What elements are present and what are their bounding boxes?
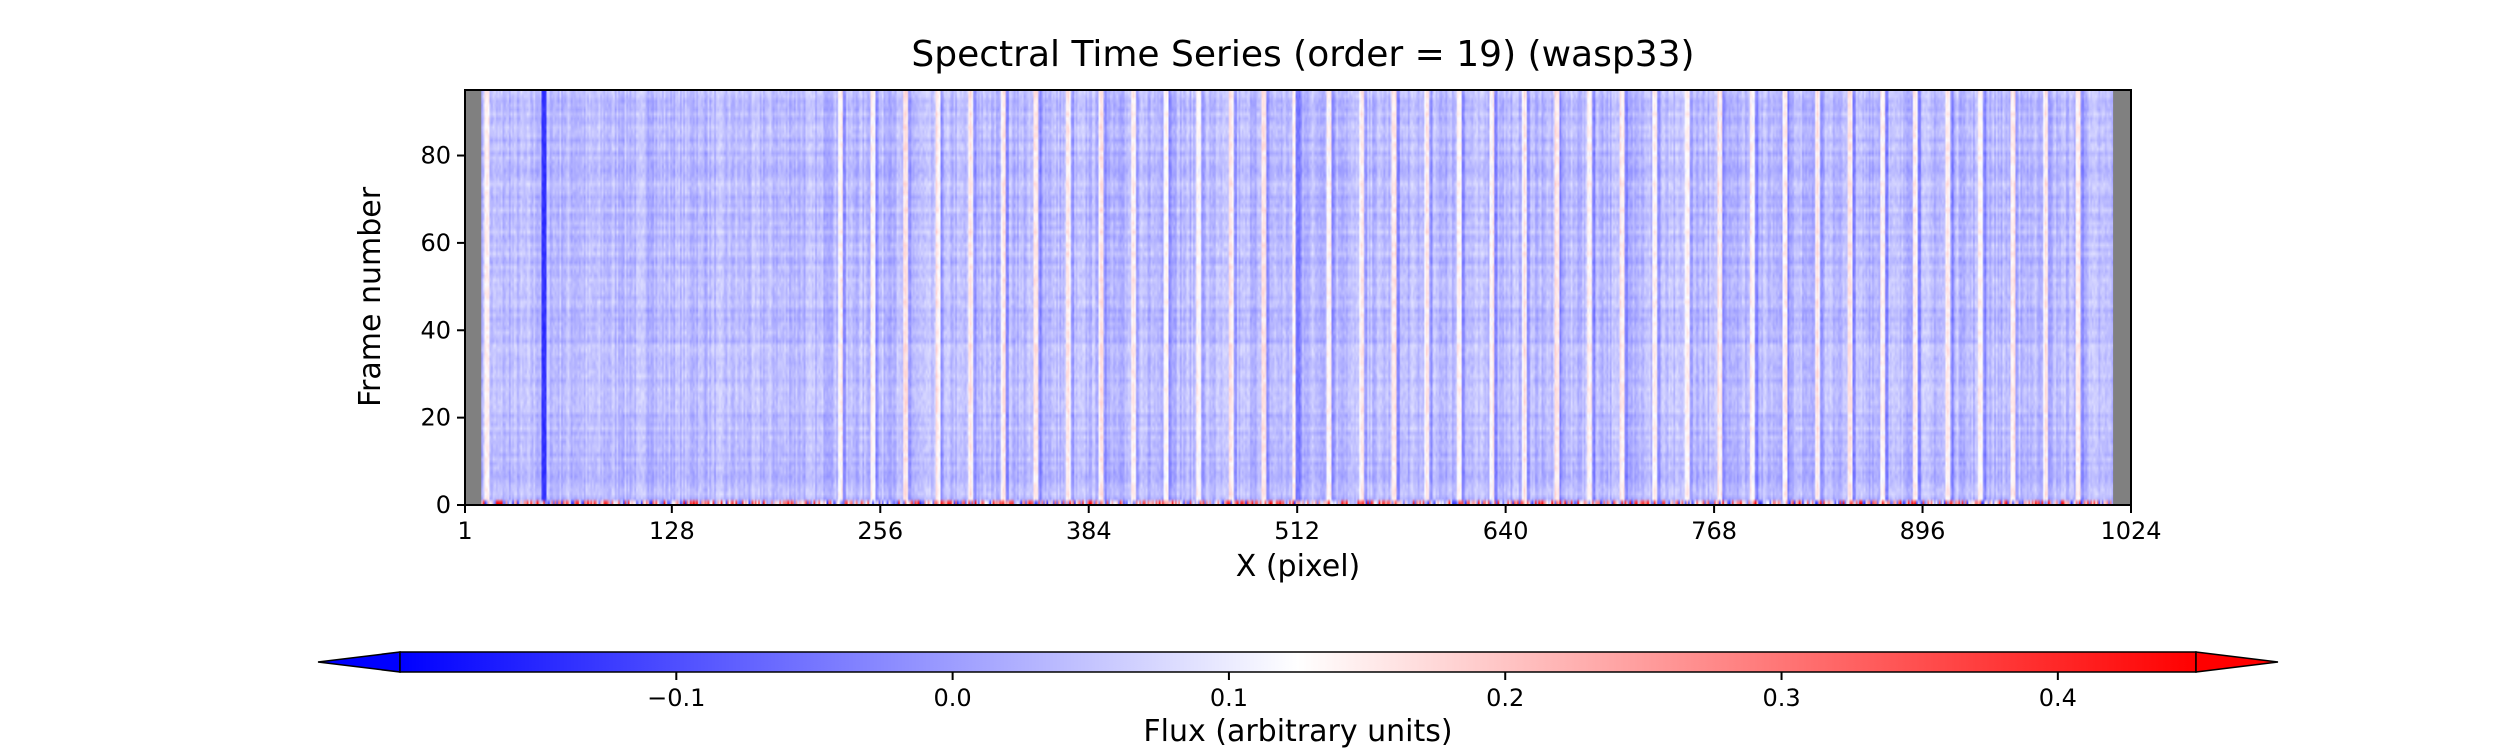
y-tick-label: 60 <box>420 229 451 257</box>
x-axis-label: X (pixel) <box>1236 549 1361 584</box>
colorbar-extend-max <box>2195 651 2279 673</box>
colorbar-tick-label: 0.0 <box>934 684 972 712</box>
x-tick-label: 1024 <box>2100 517 2161 545</box>
x-tick-label: 640 <box>1483 517 1529 545</box>
colorbar-tick-label: 0.2 <box>1486 684 1524 712</box>
plot-area <box>464 89 2132 506</box>
colorbar-tick-label: 0.3 <box>1762 684 1800 712</box>
colorbar-tick-label: 0.1 <box>1210 684 1248 712</box>
heatmap-image <box>481 90 2114 505</box>
colorbar-tick-label: 0.4 <box>2039 684 2077 712</box>
y-tick-label: 80 <box>420 142 451 170</box>
y-tick-label: 0 <box>436 491 451 519</box>
colorbar-gradient <box>399 651 2197 673</box>
y-tick-label: 20 <box>420 404 451 432</box>
x-tick-label: 128 <box>649 517 695 545</box>
chart-title: Spectral Time Series (order = 19) (wasp3… <box>911 34 1694 75</box>
x-tick-label: 256 <box>857 517 903 545</box>
colorbar-label: Flux (arbitrary units) <box>1143 714 1452 749</box>
x-tick-label: 1 <box>457 517 472 545</box>
x-tick-label: 768 <box>1691 517 1737 545</box>
x-tick-label: 896 <box>1900 517 1946 545</box>
x-axis: 1 128 256 384 512 640 768 896 1024 <box>457 505 2162 545</box>
colorbar-tick-label: −0.1 <box>647 684 705 712</box>
colorbar: −0.1 0.0 0.1 0.2 0.3 0.4 Flux (arbitrary unit… <box>317 651 2279 749</box>
x-tick-label: 512 <box>1274 517 1320 545</box>
y-axis: 0 20 40 60 80 <box>420 142 465 519</box>
x-tick-label: 384 <box>1066 517 1112 545</box>
colorbar-ticks: −0.1 0.0 0.1 0.2 0.3 0.4 <box>647 672 2077 712</box>
y-axis-label: Frame number <box>353 186 388 407</box>
y-tick-label: 40 <box>420 316 451 344</box>
heatmap <box>481 90 2114 505</box>
colorbar-extend-min <box>317 651 401 673</box>
